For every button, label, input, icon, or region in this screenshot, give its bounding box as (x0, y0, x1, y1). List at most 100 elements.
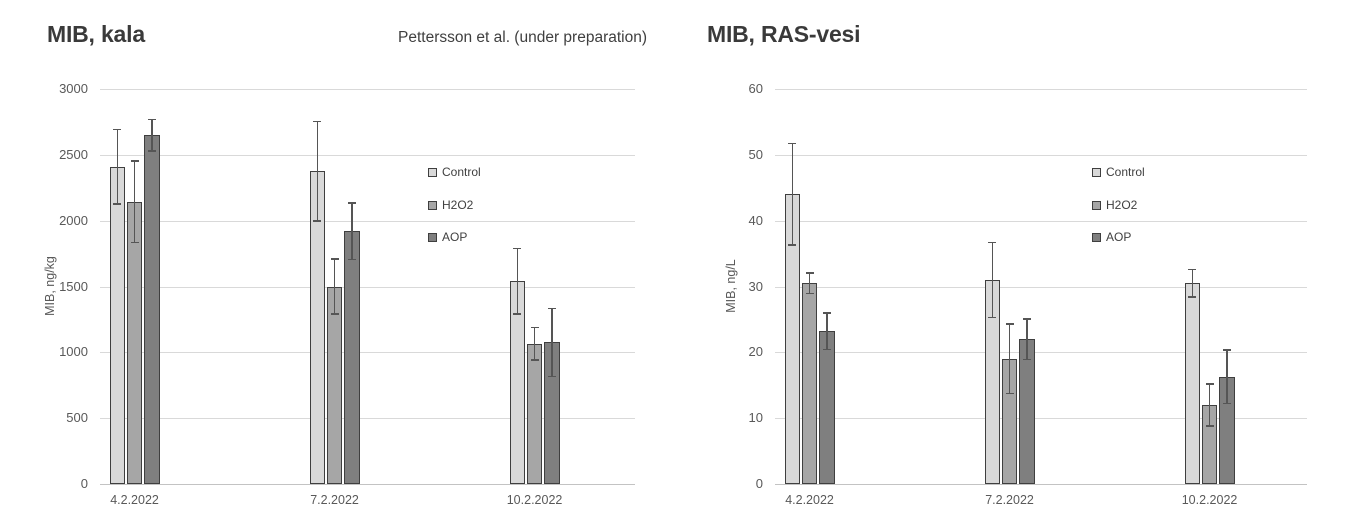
gridline (100, 286, 635, 288)
error-bar-cap (513, 247, 522, 250)
y-tick-label: 500 (66, 410, 88, 426)
legend-label: AOP (1106, 230, 1132, 244)
bar-aop-7-2-2022 (1019, 339, 1035, 484)
y-tick-label: 0 (80, 476, 88, 491)
legend-item-h2o2: H2O2 (1092, 197, 1138, 212)
gridline (775, 89, 1307, 90)
x-category-label: 4.2.2022 (110, 493, 159, 507)
error-bar-cap (805, 292, 814, 295)
error-bar-cap (1188, 296, 1197, 298)
y-tick-label: 1000 (59, 344, 88, 360)
error-bar (116, 128, 118, 205)
error-bar-cap (822, 312, 831, 314)
legend-swatch-h2o2 (428, 200, 437, 210)
y-tick-label: 40 (748, 212, 763, 228)
error-bar-cap (147, 118, 156, 121)
y-tick-label: 2500 (59, 146, 88, 162)
error-bar (151, 118, 153, 152)
legend-swatch-h2o2 (1092, 200, 1101, 210)
legend-label: AOP (442, 230, 468, 244)
error-bar (991, 241, 993, 319)
error-bar (1191, 268, 1193, 298)
legend-label: Control (1106, 165, 1145, 179)
error-bar-cap (1205, 425, 1214, 427)
chart-title-ras-vesi: MIB, RAS-vesi (707, 21, 861, 47)
error-bar (1226, 349, 1228, 405)
y-tick-label: 1500 (59, 278, 88, 294)
legend-item-aop: AOP (1092, 231, 1131, 244)
error-bar-cap (130, 160, 139, 162)
error-bar (316, 120, 318, 222)
bar-h2o2-7-2-2022 (326, 286, 343, 484)
gridline (775, 220, 1307, 222)
error-bar-cap (313, 120, 322, 123)
bar-aop-4-2-2022 (819, 331, 835, 484)
x-category-label: 7.2.2022 (310, 493, 359, 507)
bar-aop-7-2-2022 (344, 231, 360, 484)
error-bar-cap (988, 316, 997, 319)
error-bar (333, 258, 336, 315)
error-bar (133, 160, 136, 244)
error-bar-cap (788, 244, 797, 246)
error-bar-cap (330, 258, 339, 260)
error-bar (1026, 318, 1028, 361)
y-tick-label: 0 (755, 476, 763, 491)
y-axis-title: MIB, ng/kg (43, 255, 57, 316)
gridline (100, 89, 635, 90)
error-bar-cap (530, 359, 539, 361)
gridline (100, 352, 635, 354)
bar-h2o2-10-2-2022 (526, 343, 543, 484)
gridline (100, 154, 635, 156)
error-bar-cap (113, 203, 122, 205)
y-axis-title: MIB, ng/L (724, 258, 738, 313)
gridline (100, 418, 635, 420)
error-bar (516, 247, 518, 315)
legend-label: H2O2 (442, 197, 474, 212)
legend-item-control: Control (1092, 166, 1145, 179)
gridline (775, 418, 1307, 420)
chart-title-kala: MIB, kala (47, 21, 145, 47)
error-bar-cap (1005, 392, 1014, 395)
error-bar-cap (822, 348, 831, 351)
error-bar-cap (1188, 268, 1197, 271)
x-category-label: 10.2.2022 (506, 493, 563, 507)
error-bar (1008, 323, 1011, 395)
gridline (100, 220, 635, 222)
x-category-label: 4.2.2022 (785, 493, 834, 507)
bar-aop-4-2-2022 (144, 135, 160, 484)
gridline (775, 154, 1307, 156)
error-bar-cap (805, 272, 814, 274)
error-bar-cap (130, 241, 139, 244)
error-bar-cap (1205, 383, 1214, 385)
error-bar-cap (1222, 349, 1231, 351)
error-bar (791, 142, 793, 246)
error-bar (533, 326, 536, 361)
legend-item-control: Control (428, 166, 481, 179)
y-tick-label: 30 (748, 278, 763, 294)
error-bar (351, 202, 353, 261)
legend-label: H2O2 (1106, 197, 1138, 212)
error-bar-cap (1022, 358, 1031, 361)
x-axis-line (775, 484, 1307, 485)
gridline (775, 286, 1307, 288)
error-bar-cap (513, 313, 522, 315)
error-bar-cap (347, 258, 356, 261)
legend-swatch-aop (428, 233, 437, 242)
bar-h2o2-4-2-2022 (801, 283, 818, 484)
error-bar-cap (788, 142, 797, 145)
error-bar-cap (1005, 323, 1014, 325)
y-tick-label: 60 (748, 81, 763, 96)
error-bar-cap (147, 150, 156, 152)
gridline (775, 352, 1307, 354)
bar-control-10-2-2022 (1184, 283, 1200, 484)
legend-item-h2o2: H2O2 (428, 197, 474, 212)
y-tick-label: 3000 (59, 81, 88, 96)
error-bar-cap (547, 375, 556, 378)
error-bar (551, 307, 553, 378)
error-bar-cap (1022, 318, 1031, 320)
x-category-label: 10.2.2022 (1181, 493, 1238, 507)
error-bar (1208, 383, 1211, 427)
legend-item-aop: AOP (428, 231, 467, 244)
error-bar (826, 312, 828, 351)
